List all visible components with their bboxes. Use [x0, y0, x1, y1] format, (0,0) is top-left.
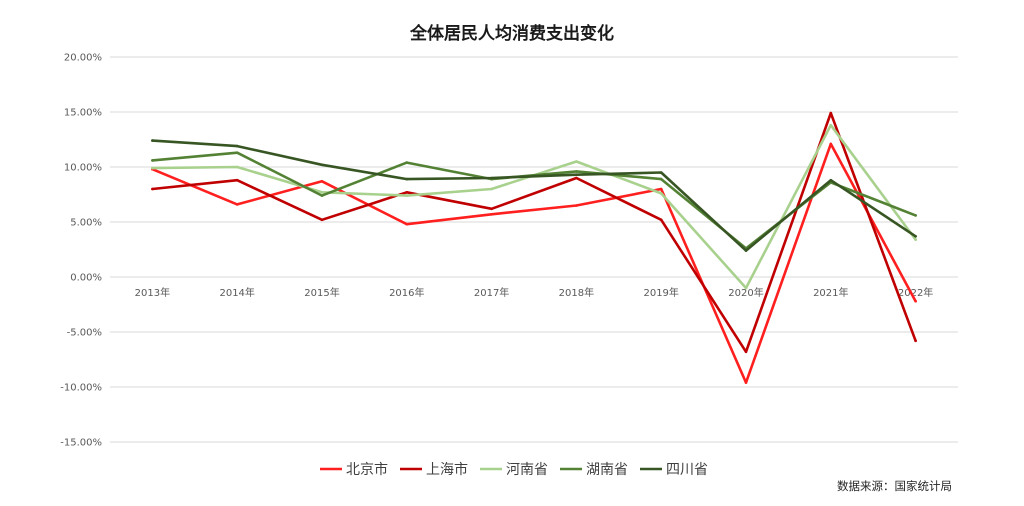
data-point: [744, 286, 748, 290]
grid-lines: [110, 56, 958, 443]
data-point: [744, 381, 748, 384]
x-tick-label: 2021年: [813, 286, 848, 299]
y-tick-label: 5.00%: [70, 218, 102, 229]
data-point: [235, 151, 239, 154]
data-point: [235, 165, 239, 169]
y-tick-label: -10.00%: [60, 383, 102, 394]
series-lines: [151, 111, 917, 384]
legend-item: 四川省: [640, 462, 708, 478]
data-point: [914, 214, 917, 217]
data-point: [151, 166, 154, 170]
data-point: [914, 235, 917, 238]
data-point: [829, 123, 833, 127]
data-point: [490, 187, 493, 191]
data-point: [151, 187, 154, 191]
data-point: [235, 203, 239, 206]
data-point: [151, 139, 154, 142]
data-point: [235, 144, 239, 148]
data-point: [914, 238, 917, 241]
data-point: [829, 142, 833, 146]
x-tick-label: 2014年: [219, 286, 254, 299]
data-point: [575, 204, 578, 207]
x-tick-label: 2019年: [643, 286, 678, 299]
x-axis-ticks: 2013年 2014年 2015年 2016年 2017年 2018年 2019年 2020年…: [135, 286, 934, 299]
data-point: [490, 213, 493, 216]
data-point: [320, 218, 324, 222]
y-tick-label: 0.00%: [70, 273, 102, 284]
data-point: [829, 111, 833, 115]
data-point: [575, 160, 578, 163]
data-point: [914, 339, 917, 343]
x-tick-label: 2013年: [135, 286, 170, 299]
data-point: [744, 249, 748, 252]
y-tick-label: 10.00%: [64, 163, 102, 174]
source-note: 数据来源：国家统计局: [837, 479, 952, 493]
data-point: [490, 176, 493, 180]
legend-label: 四川省: [666, 462, 708, 478]
x-tick-label: 2016年: [389, 286, 424, 299]
data-point: [405, 177, 409, 181]
data-point: [320, 194, 324, 197]
data-point: [744, 350, 748, 354]
data-point: [235, 178, 239, 182]
x-tick-label: 2017年: [474, 286, 509, 299]
series-line-5: [151, 139, 917, 252]
legend-label: 湖南省: [586, 462, 628, 478]
legend-item: 湖南省: [560, 462, 628, 478]
data-point: [659, 192, 663, 195]
data-point: [405, 161, 409, 164]
data-point: [575, 170, 578, 173]
data-point: [151, 159, 154, 162]
y-tick-label: -15.00%: [60, 438, 102, 449]
series-line-1: [151, 142, 917, 384]
data-point: [405, 194, 409, 197]
x-tick-label: 2015年: [304, 286, 339, 299]
data-point: [575, 173, 578, 176]
data-point: [405, 191, 409, 194]
data-point: [490, 207, 493, 211]
data-point: [659, 218, 663, 222]
y-tick-label: 20.00%: [64, 53, 102, 64]
data-point: [320, 163, 324, 167]
data-point: [575, 176, 578, 180]
series-line-2: [151, 111, 917, 354]
data-point: [659, 177, 663, 181]
legend-item: 上海市: [400, 461, 468, 478]
y-axis-ticks: 20.00% 15.00% 10.00% 5.00% 0.00% -5.00% -10.00…: [60, 53, 102, 449]
data-point: [829, 178, 833, 182]
x-tick-label: 2022年: [898, 286, 933, 299]
data-point: [659, 187, 663, 191]
x-tick-label: 2020年: [728, 286, 763, 299]
legend-label: 上海市: [426, 461, 468, 478]
data-point: [405, 222, 409, 226]
legend: 北京市 上海市 河南省 湖南省 四川省: [320, 461, 708, 478]
y-tick-label: 15.00%: [64, 108, 102, 119]
chart-title: 全体居民人均消费支出变化: [409, 23, 614, 44]
data-point: [914, 299, 917, 303]
data-point: [320, 180, 324, 183]
data-point: [320, 191, 324, 194]
data-point: [659, 171, 663, 174]
legend-label: 河南省: [506, 462, 548, 478]
y-tick-label: -5.00%: [67, 328, 102, 339]
legend-item: 河南省: [480, 462, 548, 478]
legend-item: 北京市: [320, 461, 388, 478]
x-tick-label: 2018年: [559, 286, 594, 299]
legend-label: 北京市: [346, 461, 388, 478]
